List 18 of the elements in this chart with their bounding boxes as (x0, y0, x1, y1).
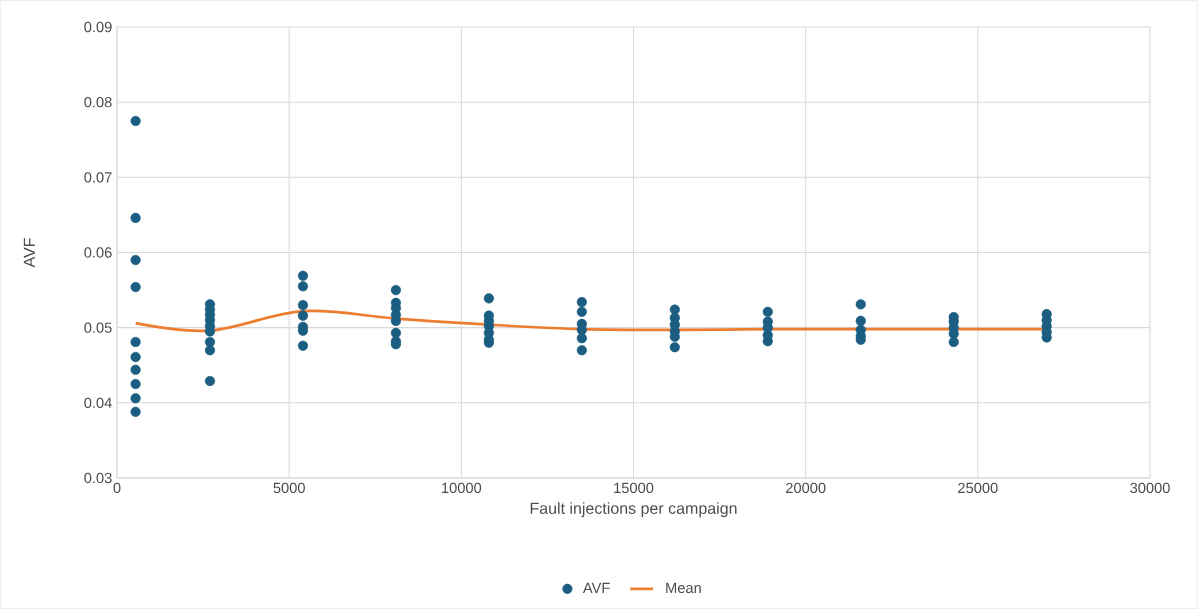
x-tick-label: 0 (113, 482, 121, 494)
x-axis-title: Fault injections per campaign (530, 502, 737, 518)
x-tick-label: 5000 (273, 482, 305, 494)
x-tick-label: 15000 (614, 482, 654, 494)
x-tick-label: 30000 (1130, 482, 1170, 494)
y-axis-title: AVF (23, 238, 35, 268)
y-tick-label: 0.07 (84, 172, 112, 183)
y-tick-label: 0.06 (84, 247, 112, 258)
y-tick-label: 0.03 (84, 472, 112, 484)
x-tick-label: 25000 (958, 482, 998, 494)
legend-label: AVF (582, 582, 610, 593)
x-tick-label: 10000 (442, 482, 482, 494)
y-tick-label: 0.09 (84, 21, 112, 33)
y-tick-label: 0.08 (84, 96, 112, 108)
y-tick-label: 0.05 (84, 322, 112, 333)
x-tick-label: 20000 (786, 482, 826, 494)
legend-label: Mean (666, 582, 701, 594)
y-tick-label: 0.04 (84, 397, 112, 409)
